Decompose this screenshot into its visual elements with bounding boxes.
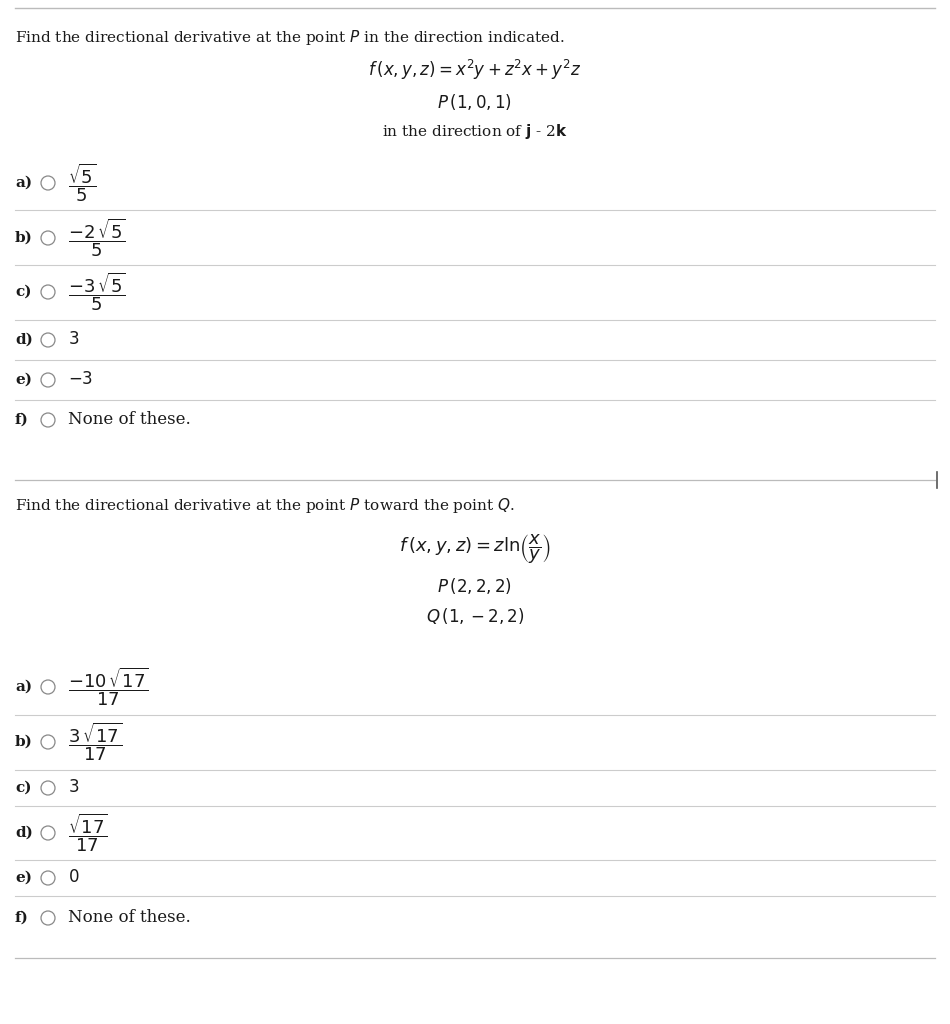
Text: $-3$: $-3$ — [68, 372, 93, 388]
Text: $f\,(x, y, z) = x^2y + z^2x + y^2z$: $f\,(x, y, z) = x^2y + z^2x + y^2z$ — [369, 58, 581, 82]
Text: Find the directional derivative at the point $P$ toward the point $Q$.: Find the directional derivative at the p… — [15, 496, 515, 515]
Text: $\dfrac{3\,\sqrt{17}}{17}$: $\dfrac{3\,\sqrt{17}}{17}$ — [68, 721, 123, 763]
Text: c): c) — [15, 285, 31, 299]
Text: $\dfrac{\sqrt{17}}{17}$: $\dfrac{\sqrt{17}}{17}$ — [68, 812, 108, 854]
Text: d): d) — [15, 333, 33, 347]
Text: $\dfrac{-3\,\sqrt{5}}{5}$: $\dfrac{-3\,\sqrt{5}}{5}$ — [68, 270, 125, 313]
Text: $P\,(2, 2, 2)$: $P\,(2, 2, 2)$ — [437, 575, 513, 596]
Text: None of these.: None of these. — [68, 412, 191, 428]
Text: $f\,(x, y, z) = z\ln\!\left(\dfrac{x}{y}\right)$: $f\,(x, y, z) = z\ln\!\left(\dfrac{x}{y}… — [399, 532, 551, 565]
Text: b): b) — [15, 231, 33, 245]
Text: $\dfrac{-10\,\sqrt{17}}{17}$: $\dfrac{-10\,\sqrt{17}}{17}$ — [68, 666, 149, 709]
Text: a): a) — [15, 680, 32, 694]
Text: f): f) — [15, 413, 28, 427]
Text: a): a) — [15, 176, 32, 190]
Text: None of these.: None of these. — [68, 909, 191, 927]
Text: in the direction of $\mathbf{j}$ - 2$\mathbf{k}$: in the direction of $\mathbf{j}$ - 2$\ma… — [382, 122, 568, 141]
Text: $\dfrac{-2\,\sqrt{5}}{5}$: $\dfrac{-2\,\sqrt{5}}{5}$ — [68, 217, 125, 259]
Text: Find the directional derivative at the point $P$ in the direction indicated.: Find the directional derivative at the p… — [15, 28, 564, 47]
Text: e): e) — [15, 871, 32, 885]
Text: $3$: $3$ — [68, 332, 79, 348]
Text: d): d) — [15, 826, 33, 840]
Text: $0$: $0$ — [68, 869, 80, 887]
Text: f): f) — [15, 911, 28, 925]
Text: $\dfrac{\sqrt{5}}{5}$: $\dfrac{\sqrt{5}}{5}$ — [68, 162, 96, 205]
Text: e): e) — [15, 373, 32, 387]
Text: $P\,(1, 0, 1)$: $P\,(1, 0, 1)$ — [437, 92, 513, 112]
Text: b): b) — [15, 735, 33, 749]
Text: c): c) — [15, 781, 31, 795]
Text: $3$: $3$ — [68, 779, 79, 797]
Text: $Q\,(1, -2, 2)$: $Q\,(1, -2, 2)$ — [426, 606, 524, 626]
